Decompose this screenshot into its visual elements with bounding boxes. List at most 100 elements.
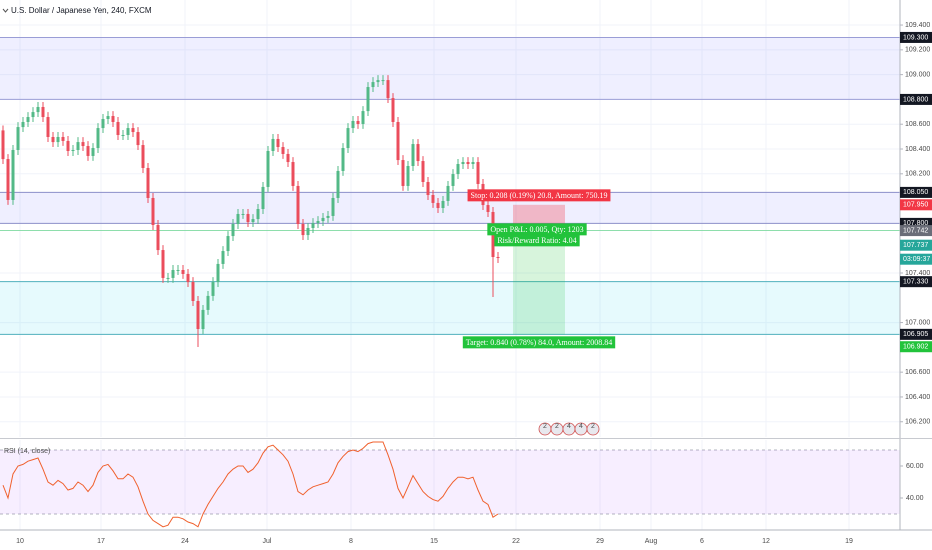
stop-label: Stop: 0.208 (0.19%) 20.8, Amount: 750.19 bbox=[471, 191, 608, 200]
candle-body bbox=[31, 112, 35, 118]
candle-body bbox=[266, 150, 270, 187]
rsi-tick-label: 40.00 bbox=[906, 495, 924, 502]
candle-body bbox=[206, 295, 210, 310]
price-label-box bbox=[900, 93, 932, 105]
rsi-line bbox=[2, 441, 499, 528]
target-label-background bbox=[462, 336, 616, 349]
candle-body bbox=[466, 162, 470, 165]
price-label-box bbox=[900, 31, 932, 43]
candle-body bbox=[191, 282, 195, 302]
x-tick-label: 8 bbox=[349, 538, 353, 545]
candle-body bbox=[256, 209, 260, 220]
event-label: 4 bbox=[579, 423, 583, 430]
price-label-box bbox=[900, 225, 932, 237]
ratio-label-background bbox=[494, 234, 580, 247]
event-label: 2 bbox=[543, 423, 547, 430]
x-tick-label: 22 bbox=[512, 538, 520, 545]
candle-body bbox=[336, 170, 340, 198]
x-tick-label: Aug bbox=[645, 538, 658, 545]
candle-body bbox=[446, 185, 450, 201]
candle-body bbox=[401, 160, 405, 186]
y-tick-label: 108.600 bbox=[905, 121, 930, 128]
zone bbox=[0, 37, 900, 100]
price-label: 107.800 bbox=[903, 220, 928, 227]
candle-body bbox=[111, 116, 115, 122]
x-tick-label: 24 bbox=[181, 538, 189, 545]
candle-body bbox=[406, 165, 410, 186]
y-tick-label: 107.400 bbox=[905, 270, 930, 277]
candle-body bbox=[366, 87, 370, 112]
candle-body bbox=[176, 270, 180, 272]
price-label: 106.905 bbox=[903, 331, 928, 338]
candle-body bbox=[276, 138, 280, 148]
candle-body bbox=[301, 224, 305, 236]
candle-body bbox=[316, 221, 320, 224]
candle-body bbox=[71, 150, 75, 152]
target-zone bbox=[513, 230, 565, 335]
price-label: 107.950 bbox=[903, 202, 928, 209]
candle-body bbox=[371, 82, 375, 88]
candle-body bbox=[416, 144, 420, 162]
zone bbox=[0, 281, 900, 335]
stop-label-background bbox=[467, 189, 611, 202]
candle-body bbox=[61, 136, 65, 141]
rsi-tick-label: 60.00 bbox=[906, 463, 924, 470]
y-tick-label: 108.400 bbox=[905, 146, 930, 153]
candle-body bbox=[241, 213, 245, 215]
countdown: 03:09:37 bbox=[903, 256, 930, 263]
candle-body bbox=[461, 162, 465, 165]
event-badge bbox=[586, 422, 600, 436]
candle-body bbox=[431, 195, 435, 203]
candle-body bbox=[426, 181, 430, 196]
candle-body bbox=[1, 130, 5, 160]
pnl-label: Open P&L: 0.005, Qty: 1203 bbox=[490, 225, 583, 234]
candle-body bbox=[271, 138, 275, 151]
candle-body bbox=[41, 106, 45, 118]
price-label: 109.300 bbox=[903, 34, 928, 41]
candle-body bbox=[346, 128, 350, 149]
candle-body bbox=[356, 120, 360, 124]
price-label-box bbox=[900, 199, 932, 211]
y-tick-label: 106.600 bbox=[905, 369, 930, 376]
candle-body bbox=[246, 213, 250, 223]
candle-body bbox=[91, 148, 95, 156]
candle-body bbox=[476, 162, 480, 184]
y-tick-label: 108.200 bbox=[905, 171, 930, 178]
y-tick-label: 109.400 bbox=[905, 22, 930, 29]
event-label: 2 bbox=[591, 423, 595, 430]
price-label: 108.800 bbox=[903, 96, 928, 103]
candle-body bbox=[101, 119, 105, 129]
x-tick-label: 29 bbox=[596, 538, 604, 545]
candle-body bbox=[131, 128, 135, 133]
candle-body bbox=[471, 162, 475, 165]
candle-body bbox=[456, 164, 460, 175]
price-label-box bbox=[900, 328, 932, 340]
candle-body bbox=[106, 116, 110, 120]
candle-body bbox=[396, 121, 400, 161]
candle-body bbox=[96, 128, 100, 149]
candle-body bbox=[436, 202, 440, 209]
chart-title: U.S. Dollar / Japanese Yen, 240, FXCM bbox=[11, 6, 152, 15]
price-label-box bbox=[900, 341, 932, 353]
candle-body bbox=[321, 217, 325, 222]
collapse-icon bbox=[2, 8, 9, 13]
candle-body bbox=[156, 225, 160, 251]
candle-body bbox=[56, 136, 60, 143]
candle-body bbox=[251, 219, 255, 223]
candle-body bbox=[296, 185, 300, 225]
price-label: 107.737 bbox=[903, 242, 928, 249]
candle-body bbox=[441, 200, 445, 209]
candle-body bbox=[376, 80, 380, 83]
candle-body bbox=[331, 197, 335, 216]
candle-body bbox=[221, 251, 225, 264]
candle-body bbox=[236, 213, 240, 225]
candle-body bbox=[6, 159, 10, 200]
candle-body bbox=[46, 117, 50, 137]
candle-body bbox=[306, 227, 310, 236]
event-label: 2 bbox=[555, 423, 559, 430]
y-tick-label: 106.200 bbox=[905, 419, 930, 426]
candle-body bbox=[186, 273, 190, 283]
candle-body bbox=[126, 128, 130, 136]
candle-body bbox=[161, 250, 165, 278]
